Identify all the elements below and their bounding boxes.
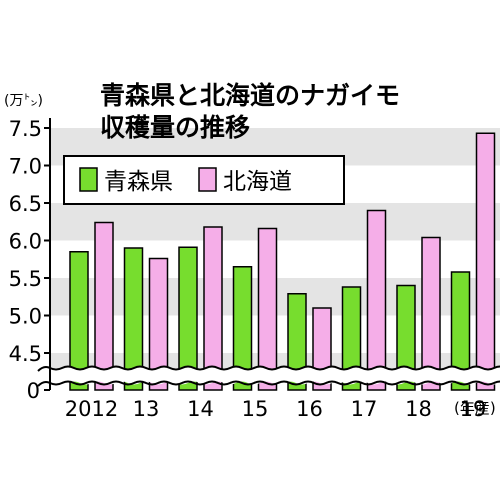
bar-2012-青森県 <box>69 251 89 391</box>
y-tick-label: 6.0 <box>9 230 42 254</box>
y-tick-label: 0 <box>27 379 40 403</box>
bar-2012-北海道 <box>94 221 114 391</box>
break-fill <box>20 366 500 385</box>
x-tick-label: 19 <box>460 397 487 421</box>
bar-16-青森県 <box>287 293 307 391</box>
legend-label-hokkaido: 北海道 <box>223 169 292 195</box>
x-axis-unit: (年産) <box>454 399 496 417</box>
bar-15-青森県 <box>232 266 253 391</box>
bar-17-青森県 <box>341 286 362 391</box>
bar-19-青森県 <box>450 271 471 391</box>
bar-13-青森県 <box>123 247 144 391</box>
break-line-top <box>37 365 500 372</box>
legend: 青森県 北海道 <box>63 155 345 205</box>
bar-18-青森県 <box>396 284 416 391</box>
legend-swatch-aomori <box>79 167 98 192</box>
y-tick-label: 7.5 <box>9 117 42 141</box>
y-tick-label: 5.0 <box>9 305 42 329</box>
break-line-bottom <box>37 380 500 387</box>
x-tick-label: 15 <box>242 397 269 421</box>
legend-swatch-hokkaido <box>198 167 217 192</box>
x-tick-label: 18 <box>405 397 432 421</box>
y-tick-labels: 7.5 7.0 6.5 6.0 5.5 5.0 4.5 0 <box>9 117 42 403</box>
chart-title-line-1: 青森県と北海道のナガイモ <box>100 81 400 110</box>
x-tick-label: 14 <box>187 397 214 421</box>
y-tick-label: 5.5 <box>9 267 42 291</box>
y-axis-unit: (万㌧) <box>4 93 43 109</box>
x-tick-labels: 2012 13 14 15 16 17 18 19 <box>65 397 487 421</box>
x-tick-label: 13 <box>133 397 160 421</box>
y-tick-label: 7.0 <box>9 155 42 179</box>
x-tick-label: 16 <box>296 397 323 421</box>
axis-break <box>20 365 500 387</box>
y-tick-label: 6.5 <box>9 192 42 216</box>
bar-15-北海道 <box>257 227 278 391</box>
x-tick-label: 17 <box>351 397 378 421</box>
x-tick-label: 2012 <box>65 397 118 421</box>
chart-title-line-2: 収穫量の推移 <box>100 113 250 142</box>
y-tick-label: 4.5 <box>9 342 42 366</box>
bar-13-北海道 <box>148 257 169 391</box>
legend-label-aomori: 青森県 <box>104 169 173 195</box>
y-axis <box>44 118 51 391</box>
bar-14-北海道 <box>203 226 223 391</box>
bar-14-青森県 <box>178 246 198 391</box>
bars <box>69 132 496 391</box>
bar-17-北海道 <box>366 209 387 391</box>
bar-18-北海道 <box>421 236 441 391</box>
bar-19-北海道 <box>475 132 496 391</box>
